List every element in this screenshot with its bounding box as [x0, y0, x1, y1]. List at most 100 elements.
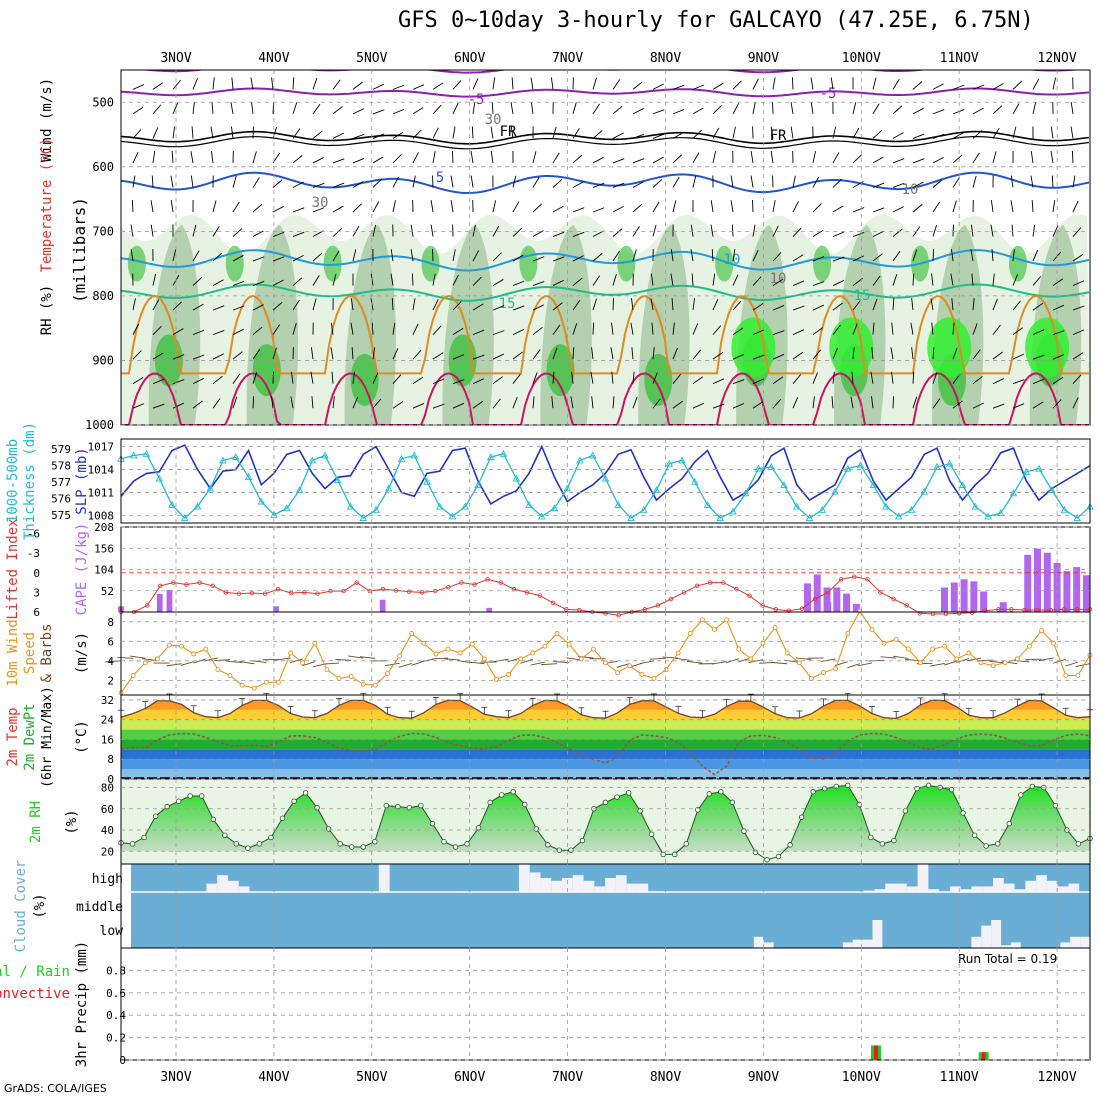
- wind-barb: [512, 227, 522, 237]
- cape-bar: [1053, 562, 1061, 612]
- wind-barb: [332, 182, 345, 188]
- wind-barb: [152, 273, 157, 286]
- wind10-barb: [541, 663, 558, 666]
- wind-barb: [931, 322, 934, 335]
- wind10-point: [639, 672, 645, 677]
- lifted-point: [459, 580, 464, 585]
- cloud-high-cell: [206, 883, 218, 892]
- wind-barb: [390, 273, 394, 286]
- wind10-point: [1039, 628, 1045, 634]
- wind-barb: [132, 175, 136, 188]
- wind10-barb: [966, 657, 982, 662]
- wind-barb: [872, 207, 885, 213]
- wind-barb: [272, 206, 284, 213]
- thickness-point: [818, 505, 827, 513]
- cloud-high-cell: [1025, 880, 1037, 892]
- wind-barb: [530, 77, 534, 90]
- wind-barb: [532, 372, 538, 384]
- wind-barb: [872, 103, 880, 115]
- wind-barb: [412, 84, 425, 90]
- wind-barb: [712, 325, 722, 335]
- rh-dark-area: [1008, 245, 1027, 282]
- wind10-point: [736, 646, 742, 652]
- temp-tick-label: 32: [101, 694, 114, 707]
- wind-barb: [170, 200, 174, 213]
- wind-barb: [872, 298, 878, 311]
- cloud-high-cell: [885, 883, 897, 892]
- lifted-point: [1009, 607, 1014, 612]
- wind-barb: [312, 298, 317, 311]
- wind-barb: [172, 102, 179, 115]
- thickness-point: [678, 456, 686, 464]
- thickness-point: [321, 451, 329, 459]
- isotherm-10: [121, 249, 1090, 272]
- wind-barb: [872, 182, 885, 188]
- wind-barb: [292, 254, 304, 262]
- wind-barb: [392, 84, 405, 90]
- wind-barb: [272, 347, 277, 360]
- wind-barb: [632, 203, 643, 213]
- cloud-low-cell: [862, 939, 873, 948]
- wind10-point: [603, 660, 608, 666]
- wind-barb: [911, 347, 914, 360]
- wind10-barb: [795, 657, 812, 660]
- wind-barb: [172, 126, 176, 139]
- wind-barb: [551, 396, 554, 409]
- rh2m-point: [475, 825, 482, 831]
- rh2m-point: [129, 841, 136, 847]
- wind-barb: [1032, 302, 1044, 311]
- wind-barb: [631, 298, 634, 311]
- wind-barb: [812, 396, 815, 409]
- ylabel-temp-units: (°C): [74, 720, 90, 754]
- wind-barb: [272, 179, 283, 188]
- thickness-point: [512, 474, 521, 482]
- wind-barb: [812, 229, 824, 237]
- thickness-point: [716, 514, 725, 522]
- wind-barb: [952, 347, 958, 360]
- wind-barb: [732, 327, 744, 336]
- wind-barb: [812, 372, 818, 384]
- wind-barb: [732, 403, 745, 409]
- wind-barb: [612, 158, 625, 164]
- wind10-point: [251, 685, 257, 691]
- wind-barb: [412, 298, 416, 311]
- cloud-high-cell: [378, 864, 390, 892]
- rh2m-point: [383, 802, 390, 809]
- wind-barb: [951, 249, 954, 262]
- wind-barb: [290, 396, 294, 409]
- pressure-tick-label: 500: [92, 95, 114, 109]
- wind-barb: [332, 158, 345, 164]
- lifted-point: [839, 577, 844, 582]
- wind10-point: [760, 640, 766, 646]
- wind-barb: [232, 201, 240, 213]
- wind-barb: [472, 303, 484, 311]
- pressure-tick-label: 1000: [85, 418, 114, 432]
- wind-barb: [1050, 126, 1054, 139]
- lifted-point: [236, 591, 242, 596]
- rh2m-point: [879, 841, 886, 847]
- wind-barb: [371, 322, 374, 335]
- wind10-barb: [553, 661, 570, 664]
- wind-barb: [972, 130, 983, 139]
- wind-barb: [1010, 175, 1014, 188]
- wind-barb: [472, 276, 482, 286]
- wind-barb: [530, 101, 534, 114]
- lifted-point: [275, 586, 281, 592]
- panel-frame-slp: [120, 438, 1091, 524]
- rh2m-point: [902, 808, 909, 814]
- rh2m-point: [1029, 783, 1036, 790]
- wind-barb: [612, 182, 625, 188]
- wind-barb: [692, 402, 705, 409]
- thickness-point: [282, 504, 291, 512]
- wind-barb: [972, 349, 981, 360]
- wind-barb: [452, 327, 464, 336]
- wind-barb: [850, 396, 854, 409]
- wind-barb: [552, 179, 563, 188]
- cloud-high-cell: [1003, 883, 1015, 892]
- thickness-point: [550, 504, 559, 512]
- rh2m-point: [302, 790, 309, 796]
- wind-barb: [812, 151, 816, 164]
- cloud-layer-label: middle: [76, 900, 123, 915]
- day-label-top: 3NOV: [160, 51, 191, 66]
- wind-barb: [330, 347, 334, 360]
